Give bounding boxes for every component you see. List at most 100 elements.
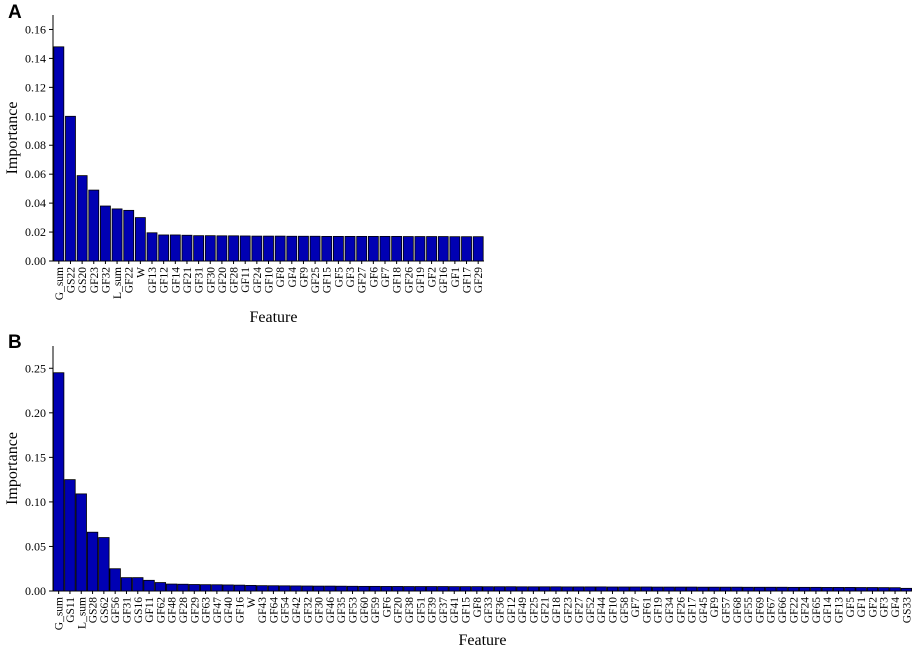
x-tick-label: GF26 xyxy=(675,597,687,623)
x-tick-label: GF61 xyxy=(641,597,653,623)
bar xyxy=(111,208,123,262)
x-tick-label: GF16 xyxy=(234,597,246,623)
bar xyxy=(166,583,178,592)
bar xyxy=(539,586,551,592)
bar xyxy=(335,585,347,592)
bar xyxy=(64,479,76,592)
bar xyxy=(787,586,799,592)
bar xyxy=(493,586,506,592)
x-tick-label: GF17 xyxy=(462,267,474,293)
bar xyxy=(527,586,540,592)
x-tick-label: GF24 xyxy=(800,597,812,623)
x-tick-label: GF24 xyxy=(252,267,264,293)
x-tick-label: GF31 xyxy=(121,597,133,623)
bar xyxy=(369,585,381,592)
bar xyxy=(798,586,811,592)
bar xyxy=(274,235,286,262)
x-tick-label: GF54 xyxy=(280,597,292,623)
x-tick-label: GF56 xyxy=(110,597,122,623)
x-tick-label: GS11 xyxy=(65,597,77,623)
bar xyxy=(878,587,890,592)
bar xyxy=(866,587,879,592)
bar xyxy=(239,235,251,262)
x-tick-label: GF63 xyxy=(201,597,213,623)
x-tick-label: GF10 xyxy=(607,597,619,623)
bar xyxy=(298,235,309,262)
bar xyxy=(437,586,449,592)
x-tick-label: GF15 xyxy=(461,597,473,623)
x-tick-label: G_sum xyxy=(54,267,66,300)
x-tick-label: GF48 xyxy=(167,597,179,623)
bar xyxy=(193,235,205,262)
bar xyxy=(75,493,87,592)
x-tick-label: GF5 xyxy=(845,597,857,618)
x-tick-label: GF21 xyxy=(540,597,552,623)
x-tick-label: GF40 xyxy=(223,597,235,623)
x-tick-label: GF32 xyxy=(302,597,314,623)
x-tick-label: GF44 xyxy=(596,597,608,623)
y-tick-label: 0.08 xyxy=(25,138,46,152)
bar xyxy=(132,577,144,592)
bar xyxy=(286,235,298,262)
bar xyxy=(88,189,100,262)
bar xyxy=(472,236,484,262)
x-tick-label: GF38 xyxy=(404,597,416,623)
y-tick-label: 0.04 xyxy=(25,196,46,210)
x-tick-label: GS20 xyxy=(77,267,89,293)
x-tick-label: GF1 xyxy=(856,597,868,618)
x-tick-label: GF31 xyxy=(194,267,206,293)
bar xyxy=(332,235,344,262)
x-tick-label: GF3 xyxy=(879,597,891,618)
bar xyxy=(233,584,246,592)
x-tick-label: GF11 xyxy=(144,597,156,623)
bar xyxy=(505,586,517,592)
y-tick-label: 0.16 xyxy=(25,22,46,36)
x-tick-label: GF47 xyxy=(212,597,224,623)
x-tick-label: GS16 xyxy=(133,597,145,623)
bar xyxy=(109,568,121,592)
y-tick-label: 0.00 xyxy=(25,254,46,268)
bar xyxy=(708,586,720,592)
bar xyxy=(120,577,133,592)
x-tick-label: GF36 xyxy=(494,597,506,623)
x-tick-label: GF19 xyxy=(415,267,427,293)
bar xyxy=(855,587,867,592)
x-tick-label: GF34 xyxy=(664,597,676,623)
x-tick-label: GF14 xyxy=(822,597,834,623)
bar xyxy=(321,235,333,262)
y-tick-label: 0.02 xyxy=(25,225,46,239)
y-axis-title-a: Importance xyxy=(4,102,21,175)
x-tick-label: GF22 xyxy=(124,267,136,293)
bar xyxy=(776,586,788,592)
bar xyxy=(188,584,200,592)
bar xyxy=(606,586,619,592)
x-tick-label: GS28 xyxy=(88,597,100,623)
x-tick-label: GF49 xyxy=(517,597,529,623)
x-tick-label: GF13 xyxy=(834,597,846,623)
bar xyxy=(169,234,181,262)
y-tick-label: 0.14 xyxy=(25,51,46,65)
x-tick-label: GF6 xyxy=(368,267,380,288)
x-tick-label: GS62 xyxy=(99,597,111,623)
bar xyxy=(742,586,754,592)
x-tick-label: GF16 xyxy=(438,267,450,293)
bar xyxy=(204,235,216,262)
bar xyxy=(448,586,460,592)
bar xyxy=(697,586,709,592)
x-tick-label: GF20 xyxy=(217,267,229,293)
bar xyxy=(765,586,777,592)
bar xyxy=(245,584,257,592)
x-tick-label: GF22 xyxy=(788,597,800,623)
y-tick-label: 0.15 xyxy=(25,450,46,464)
x-tick-label: GF60 xyxy=(359,597,371,623)
x-tick-label: GF2 xyxy=(867,597,879,618)
x-tick-label: GF29 xyxy=(189,597,201,623)
bar xyxy=(810,586,822,592)
x-tick-label: GF23 xyxy=(562,597,574,623)
bar xyxy=(356,235,368,262)
bar xyxy=(346,585,359,592)
x-tick-label: GF39 xyxy=(427,597,439,623)
x-tick-label: GF1 xyxy=(450,267,462,288)
y-tick-label: 0.00 xyxy=(25,584,46,598)
